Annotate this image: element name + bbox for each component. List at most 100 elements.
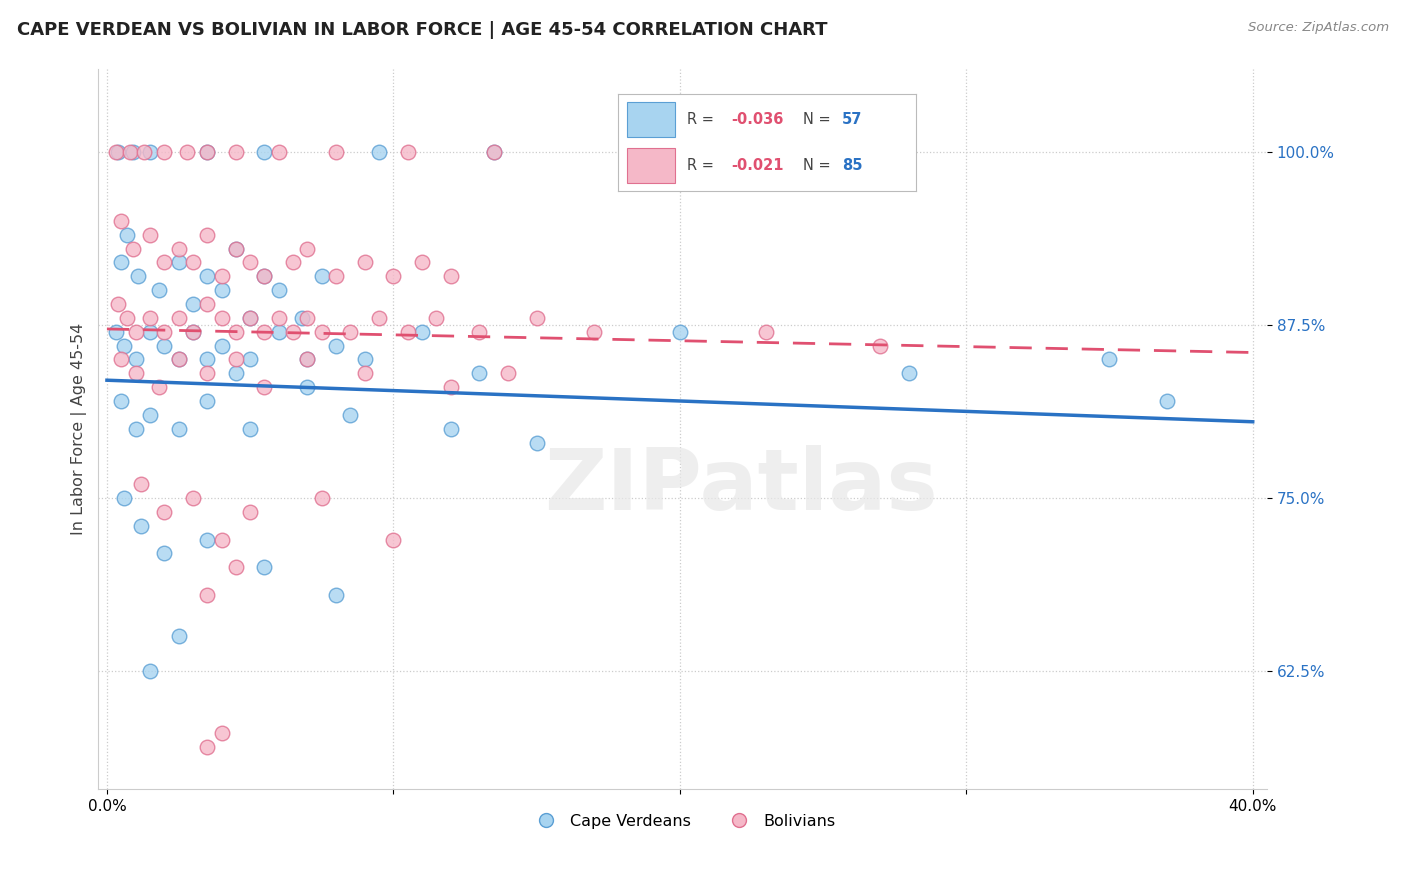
Point bbox=[325, 145, 347, 159]
Point bbox=[368, 145, 391, 159]
Point bbox=[440, 422, 463, 436]
Point bbox=[195, 269, 218, 284]
Point bbox=[526, 310, 548, 325]
Point bbox=[253, 269, 276, 284]
Point bbox=[267, 283, 290, 297]
Point bbox=[181, 325, 204, 339]
Point bbox=[112, 338, 135, 352]
Point bbox=[195, 297, 218, 311]
Point bbox=[239, 422, 262, 436]
Point bbox=[267, 310, 290, 325]
Point bbox=[339, 408, 361, 422]
Point bbox=[325, 269, 347, 284]
Point bbox=[311, 325, 333, 339]
Point bbox=[291, 310, 314, 325]
Point bbox=[127, 269, 149, 284]
Point bbox=[526, 435, 548, 450]
Point bbox=[134, 145, 156, 159]
Point bbox=[139, 227, 162, 242]
Point bbox=[121, 145, 143, 159]
Point bbox=[482, 145, 505, 159]
Point bbox=[110, 352, 132, 367]
Point bbox=[1098, 352, 1121, 367]
Point bbox=[115, 227, 138, 242]
Point bbox=[468, 366, 491, 380]
Point bbox=[582, 325, 605, 339]
Point bbox=[107, 297, 129, 311]
Point bbox=[353, 366, 375, 380]
Point bbox=[131, 518, 153, 533]
Point bbox=[124, 422, 146, 436]
Point bbox=[297, 380, 319, 394]
Point bbox=[195, 394, 218, 409]
Point bbox=[225, 242, 247, 256]
Point bbox=[148, 283, 170, 297]
Point bbox=[396, 325, 419, 339]
Point bbox=[124, 352, 146, 367]
Point bbox=[167, 352, 190, 367]
Point bbox=[139, 408, 162, 422]
Point bbox=[225, 366, 247, 380]
Point bbox=[239, 310, 262, 325]
Point bbox=[253, 325, 276, 339]
Point bbox=[167, 310, 190, 325]
Point bbox=[195, 145, 218, 159]
Point bbox=[181, 491, 204, 505]
Point bbox=[167, 630, 190, 644]
Point bbox=[225, 242, 247, 256]
Point bbox=[167, 255, 190, 269]
Point bbox=[107, 145, 129, 159]
Point bbox=[353, 255, 375, 269]
Text: Source: ZipAtlas.com: Source: ZipAtlas.com bbox=[1249, 21, 1389, 34]
Point bbox=[139, 664, 162, 678]
Point bbox=[115, 310, 138, 325]
Point bbox=[181, 297, 204, 311]
Point bbox=[153, 145, 176, 159]
Point bbox=[225, 560, 247, 574]
Point bbox=[382, 269, 405, 284]
Point bbox=[311, 269, 333, 284]
Point bbox=[297, 310, 319, 325]
Point bbox=[869, 338, 891, 352]
Point bbox=[124, 325, 146, 339]
Point bbox=[325, 338, 347, 352]
Point bbox=[131, 477, 153, 491]
Point bbox=[669, 325, 692, 339]
Point bbox=[253, 380, 276, 394]
Point bbox=[153, 338, 176, 352]
Point bbox=[153, 325, 176, 339]
Point bbox=[267, 325, 290, 339]
Y-axis label: In Labor Force | Age 45-54: In Labor Force | Age 45-54 bbox=[72, 323, 87, 535]
Point bbox=[239, 255, 262, 269]
Text: CAPE VERDEAN VS BOLIVIAN IN LABOR FORCE | AGE 45-54 CORRELATION CHART: CAPE VERDEAN VS BOLIVIAN IN LABOR FORCE … bbox=[17, 21, 827, 38]
Point bbox=[482, 145, 505, 159]
Point bbox=[148, 380, 170, 394]
Point bbox=[382, 533, 405, 547]
Point bbox=[425, 310, 447, 325]
Point bbox=[211, 726, 233, 740]
Point bbox=[239, 310, 262, 325]
Point bbox=[110, 255, 132, 269]
Point bbox=[297, 242, 319, 256]
Point bbox=[225, 145, 247, 159]
Legend: Cape Verdeans, Bolivians: Cape Verdeans, Bolivians bbox=[524, 807, 841, 835]
Point bbox=[281, 255, 304, 269]
Point bbox=[195, 740, 218, 755]
Point bbox=[239, 505, 262, 519]
Point bbox=[211, 283, 233, 297]
Point bbox=[167, 422, 190, 436]
Point bbox=[110, 214, 132, 228]
Point bbox=[211, 269, 233, 284]
Point bbox=[104, 325, 127, 339]
Point bbox=[121, 242, 143, 256]
Point bbox=[440, 380, 463, 394]
Point bbox=[139, 325, 162, 339]
Point bbox=[211, 338, 233, 352]
Point bbox=[167, 242, 190, 256]
Point bbox=[110, 394, 132, 409]
Point bbox=[755, 325, 778, 339]
Point bbox=[195, 588, 218, 602]
Point bbox=[1156, 394, 1178, 409]
Point bbox=[153, 546, 176, 560]
Point bbox=[139, 310, 162, 325]
